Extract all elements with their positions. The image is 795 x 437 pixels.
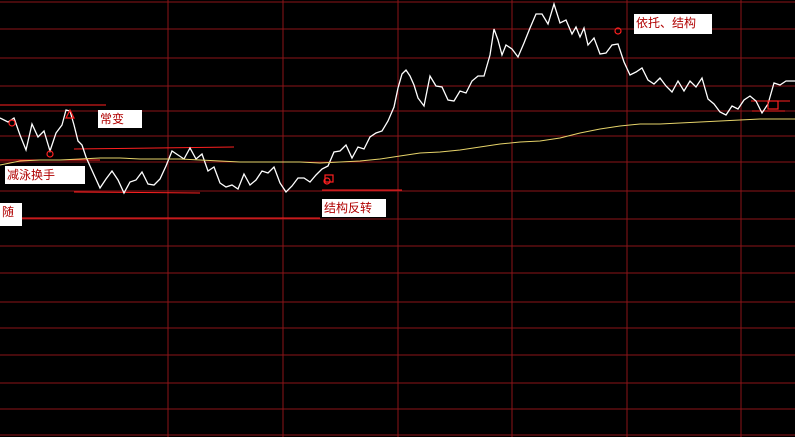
- marker-box-0: [324, 174, 334, 183]
- marker-triangle-0: [65, 108, 75, 119]
- marker-circle-3: [323, 177, 331, 185]
- marker-circle-2: [614, 27, 622, 35]
- annotation-sui: 随: [0, 203, 22, 226]
- reference-line-1: [73, 146, 235, 150]
- reference-lines: [0, 100, 790, 219]
- series-group: [0, 1, 795, 195]
- average-line: [0, 118, 795, 166]
- markers-group: [8, 27, 779, 185]
- reference-line-2: [73, 191, 201, 194]
- marker-circle-1: [46, 150, 54, 158]
- price-line: [0, 1, 795, 195]
- annotation-jianliang-huanshou: 减泳换手: [5, 166, 85, 184]
- annotation-changbian: 常变: [98, 110, 142, 128]
- marker-box-1: [767, 100, 779, 110]
- annotation-yituo-jiegou: 依托、结构: [634, 14, 712, 34]
- marker-circle-0: [8, 119, 16, 127]
- annotation-jiegou-fanzhuan: 结构反转: [322, 199, 386, 217]
